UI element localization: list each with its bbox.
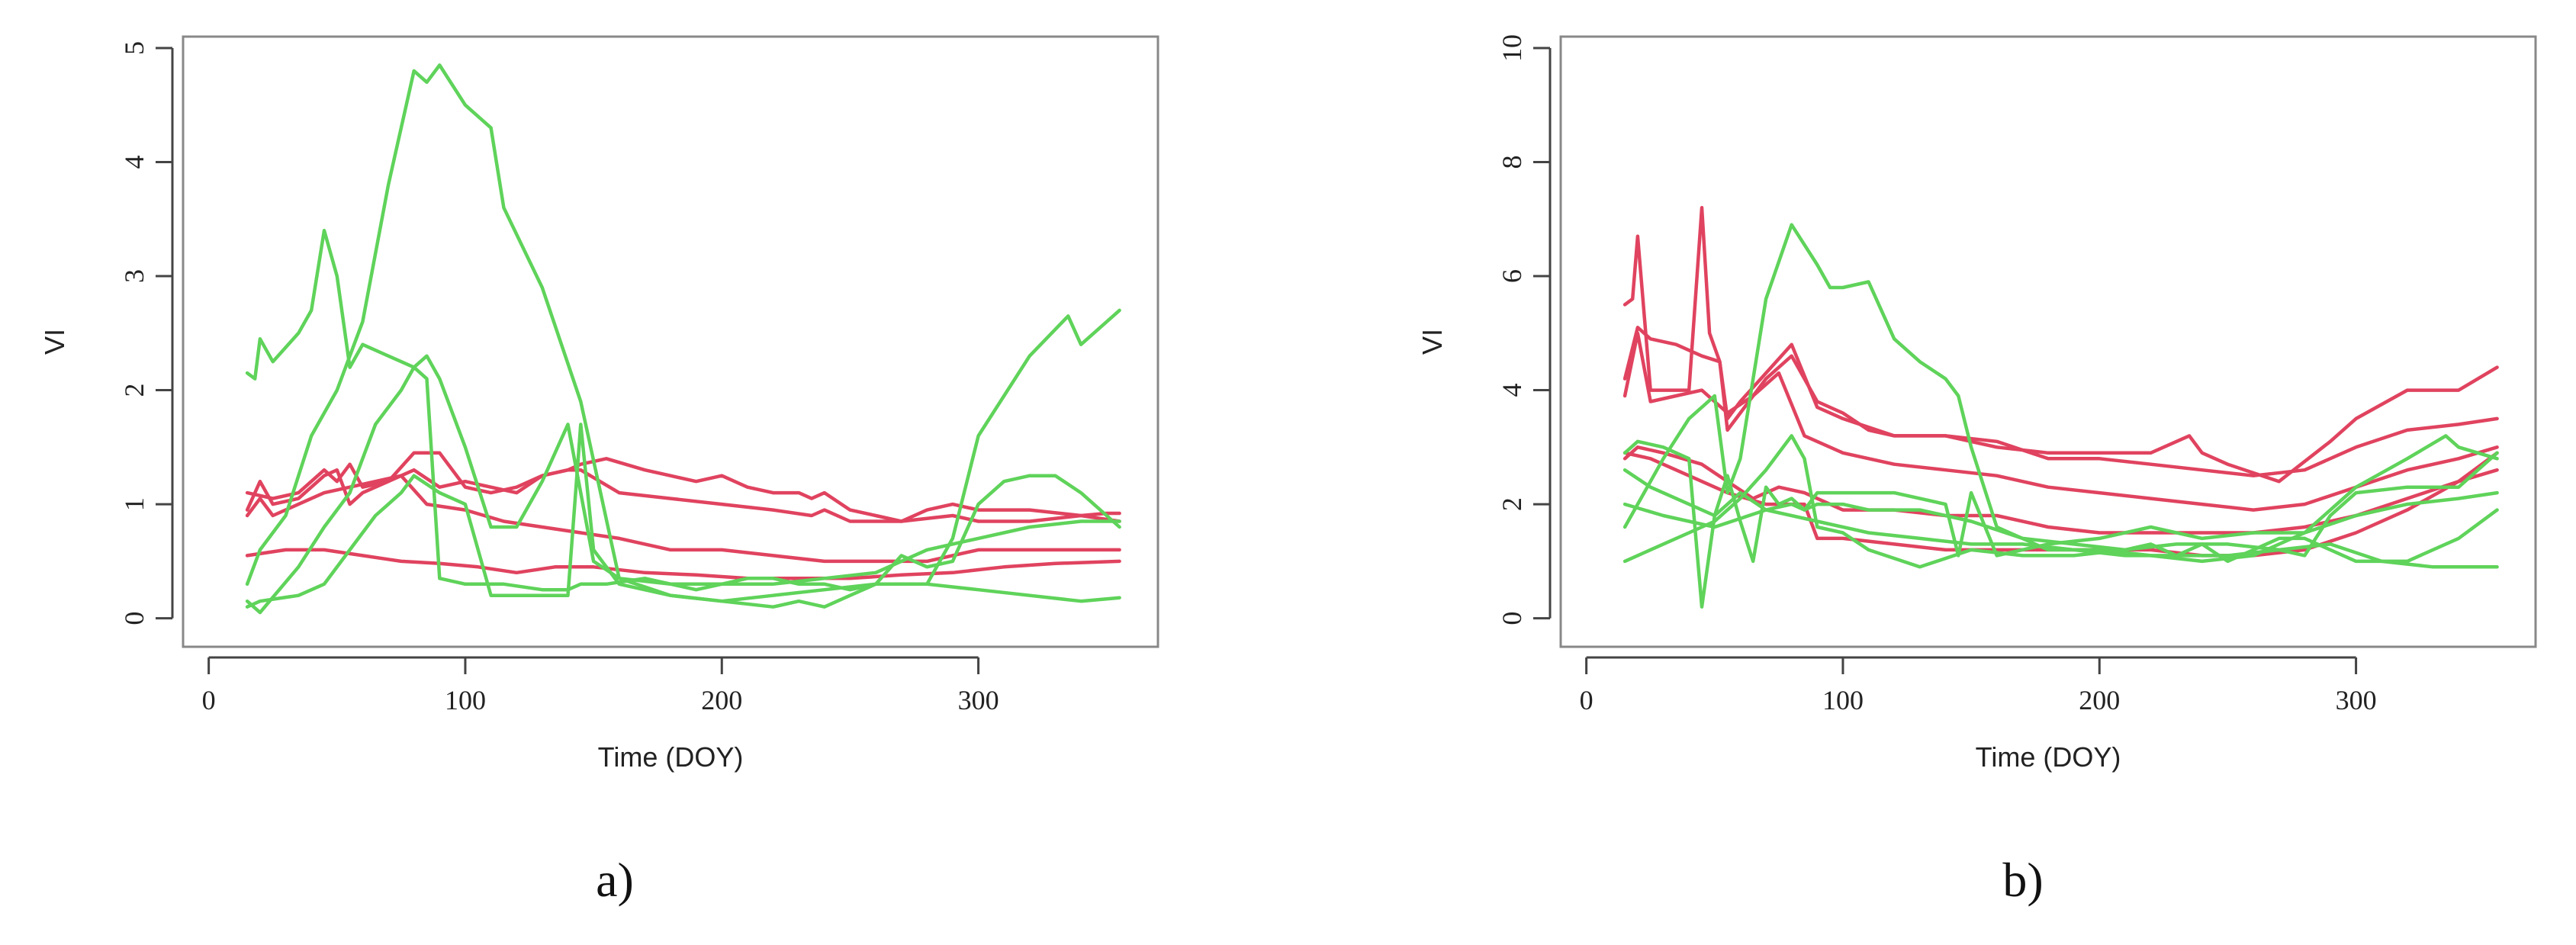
y-axis: 0 2 4 6 8 10 (1497, 34, 1552, 625)
x-tick-label: 0 (1580, 685, 1594, 715)
x-tick-label: 200 (701, 685, 742, 715)
series-line-red-2 (245, 462, 1121, 523)
series-line-green-9 (1622, 434, 2499, 569)
series-line-green-10 (1622, 502, 2499, 569)
plot-frame (1559, 35, 2537, 648)
y-tick-label: 8 (1497, 155, 1527, 169)
series-line-green-8 (245, 423, 1121, 609)
panel-caption: a) (596, 853, 634, 907)
x-tick-label: 200 (2079, 685, 2120, 715)
series-group (1622, 206, 2499, 609)
x-axis-label: Time (DOY) (1976, 741, 2121, 773)
y-tick-label: 1 (119, 497, 150, 511)
y-tick-label: 10 (1497, 34, 1527, 62)
y-axis-label: VI (1417, 329, 1448, 355)
series-line-green-5 (245, 228, 1121, 587)
y-tick-label: 4 (119, 155, 150, 169)
x-axis: 0 100 200 300 (202, 656, 999, 715)
series-line-green-8 (1622, 451, 2499, 558)
x-tick-label: 300 (958, 685, 999, 715)
y-tick-label: 6 (1497, 269, 1527, 283)
series-line-red-2 (1622, 326, 2499, 477)
y-tick-label: 0 (119, 612, 150, 625)
y-tick-label: 3 (119, 269, 150, 283)
series-line-green-7 (1622, 439, 2499, 609)
y-tick-label: 5 (119, 41, 150, 55)
y-tick-label: 4 (1497, 384, 1527, 397)
series-line-red-1 (245, 451, 1121, 523)
y-tick-label: 0 (1497, 612, 1527, 625)
x-tick-label: 100 (1822, 685, 1864, 715)
series-line-red-4 (245, 548, 1121, 580)
y-axis-label: VI (39, 329, 70, 355)
x-axis-label: Time (DOY) (598, 741, 744, 773)
series-line-red-1 (1622, 206, 2499, 484)
panel-caption: b) (2002, 853, 2043, 907)
series-group (245, 63, 1121, 615)
y-tick-label: 2 (1497, 497, 1527, 511)
x-tick-label: 300 (2336, 685, 2377, 715)
series-line-red-4 (1622, 445, 2499, 535)
chart-panel-b: 0 100 200 300 0 2 4 6 8 10 Time (DOY) VI b) (1417, 34, 2537, 907)
series-line-green-7 (245, 365, 1121, 615)
x-tick-label: 0 (202, 685, 216, 715)
series-line-green-6 (245, 63, 1121, 603)
y-axis: 0 1 2 3 4 5 (119, 41, 174, 625)
chart-panel-a: 0 100 200 300 0 1 2 3 4 5 Time (DOY) VI a) (39, 35, 1159, 907)
series-line-green-6 (1622, 223, 2499, 564)
series-line-red-3 (245, 474, 1121, 564)
x-tick-label: 100 (445, 685, 486, 715)
series-line-red-3 (1622, 331, 2499, 512)
x-axis: 0 100 200 300 (1580, 656, 2377, 715)
y-tick-label: 2 (119, 384, 150, 397)
plot-frame (182, 35, 1159, 648)
